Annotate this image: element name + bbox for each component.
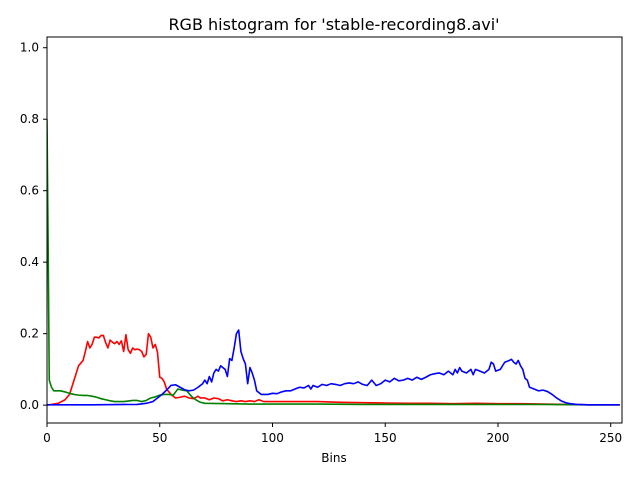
y-axis: 0.0 0.2 0.4 0.6 0.8 1.0 [20, 41, 47, 412]
chart-title: RGB histogram for 'stable-recording8.avi… [168, 15, 499, 34]
series-line-0 [47, 332, 620, 406]
series-line-1 [47, 119, 620, 406]
axes-frame [46, 36, 623, 424]
y-tick-label: 0.0 [20, 398, 39, 412]
y-tick-label: 1.0 [20, 41, 39, 55]
x-axis-label: Bins [321, 451, 346, 465]
series-line-2 [47, 329, 620, 406]
x-tick-label: 50 [152, 431, 167, 445]
x-tick-label: 0 [43, 431, 51, 445]
x-tick-label: 200 [487, 431, 510, 445]
y-tick-label: 0.6 [20, 184, 39, 198]
y-tick-label: 0.4 [20, 255, 39, 269]
plot-area [47, 119, 620, 406]
x-tick-label: 100 [261, 431, 284, 445]
x-axis: 0 50 100 150 200 250 [43, 423, 622, 445]
y-tick-label: 0.2 [20, 327, 39, 341]
x-tick-label: 150 [374, 431, 397, 445]
x-tick-label: 250 [599, 431, 622, 445]
y-tick-label: 0.8 [20, 112, 39, 126]
